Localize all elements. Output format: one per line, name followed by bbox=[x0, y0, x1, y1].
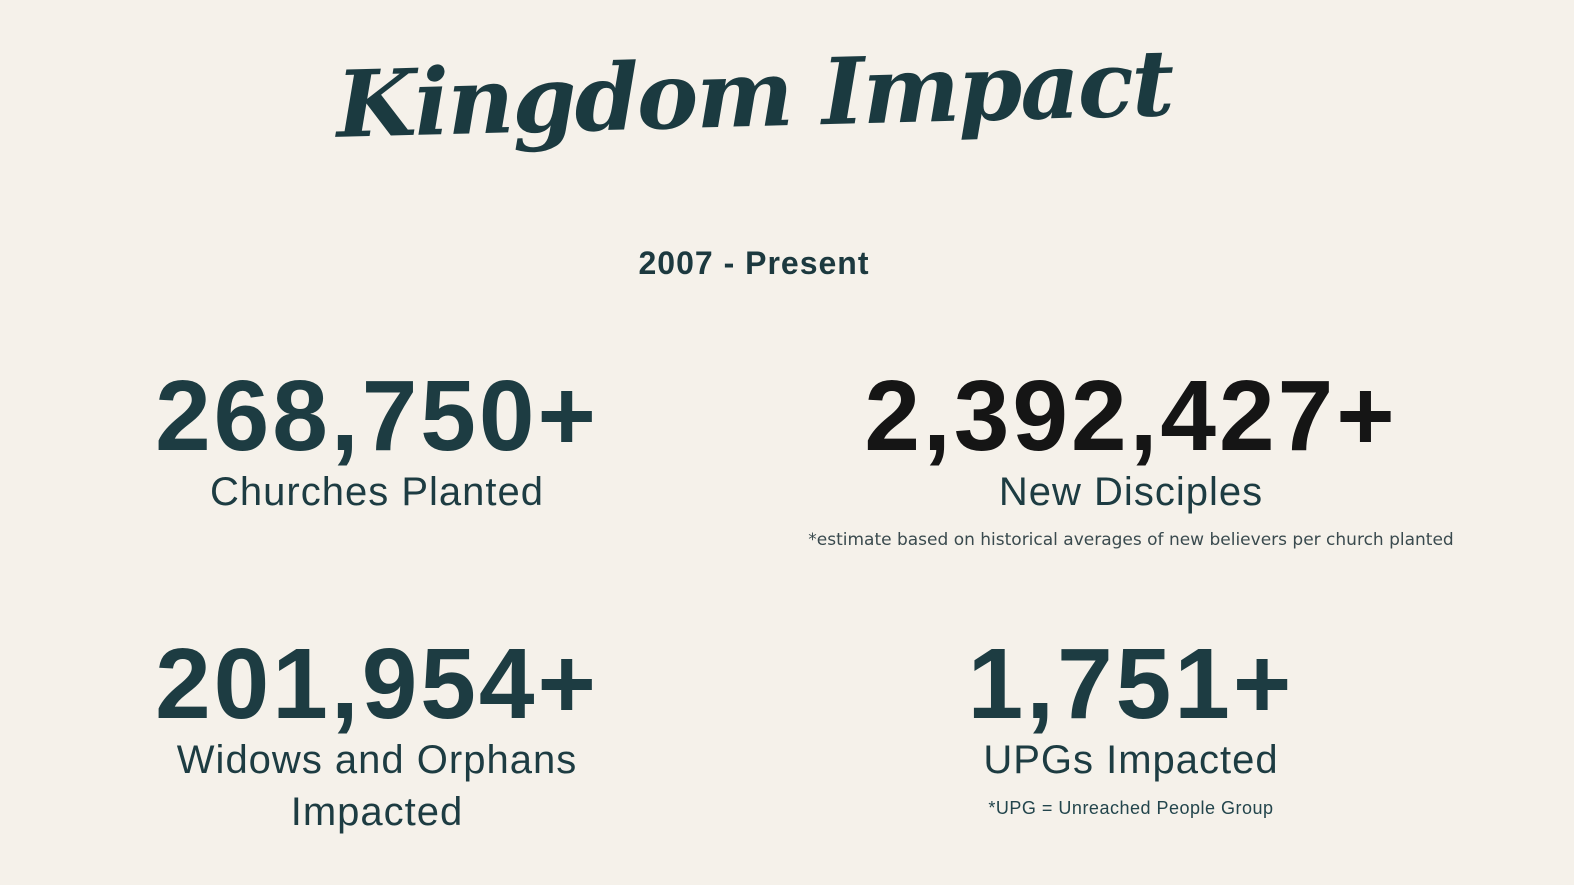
stat-value: 1,751+ bbox=[967, 628, 1295, 740]
kingdom-impact-section: Kingdom Impact 2007 - Present 268,750+ C… bbox=[0, 29, 1508, 838]
stat-label: Churches Planted bbox=[210, 470, 544, 514]
stat-upgs-impacted: 1,751+ UPGs Impacted *UPG = Unreached Pe… bbox=[754, 634, 1508, 838]
stat-value: 201,954+ bbox=[155, 628, 599, 740]
stat-new-disciples: 2,392,427+ New Disciples *estimate based… bbox=[754, 366, 1508, 550]
stat-footnote: *estimate based on historical averages o… bbox=[808, 530, 1454, 550]
stat-value: 268,750+ bbox=[155, 360, 599, 472]
stat-label: New Disciples bbox=[998, 470, 1264, 514]
stat-churches-planted: 268,750+ Churches Planted bbox=[0, 366, 754, 550]
stat-footnote: *UPG = Unreached People Group bbox=[988, 798, 1274, 818]
stat-value: 2,392,427+ bbox=[864, 360, 1398, 472]
stat-label: UPGs Impacted bbox=[983, 738, 1279, 782]
page-title: Kingdom Impact bbox=[335, 29, 1174, 159]
stat-widows-orphans: 201,954+ Widows and Orphans Impacted bbox=[0, 634, 754, 838]
date-range: 2007 - Present bbox=[638, 245, 870, 281]
stats-grid: 268,750+ Churches Planted 2,392,427+ New… bbox=[0, 366, 1508, 838]
stat-label: Widows and Orphans Impacted bbox=[176, 738, 578, 834]
